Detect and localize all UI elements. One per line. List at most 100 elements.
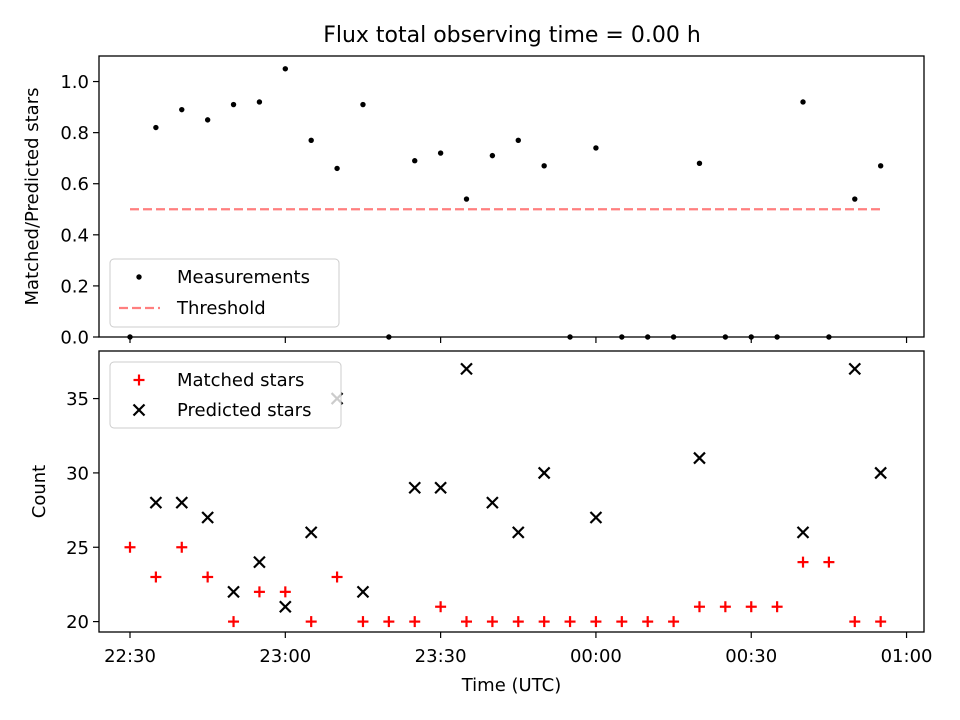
predicted-star-point — [304, 526, 318, 539]
measurement-point — [179, 106, 185, 113]
legend-plus-glyph — [133, 374, 145, 386]
matched-star-point — [150, 571, 162, 583]
predicted-star-point — [693, 451, 706, 465]
ratio-legend: Measurements Threshold — [109, 258, 340, 328]
legend-measurements-label: Measurements — [177, 267, 310, 288]
predicted-star-point — [175, 496, 189, 509]
predicted-star-point — [460, 362, 473, 376]
matched-star-point — [383, 616, 395, 628]
legend-x-glyph — [132, 403, 146, 417]
ratio-panel: 0.0 0.2 0.4 0.6 0.8 1.0 Matched/Predicted sta… — [22, 55, 925, 349]
ratio-axes-frame — [98, 55, 925, 338]
y-tick-label: 0.8 — [60, 123, 89, 144]
measurement-point — [541, 163, 547, 169]
x-tick-label: 00:00 — [570, 646, 622, 667]
measurement-point — [334, 165, 340, 172]
legend-matched-label: Matched stars — [177, 370, 304, 391]
matched-star-point — [357, 616, 369, 628]
legend-threshold-label: Threshold — [176, 298, 266, 319]
measurement-point — [877, 163, 884, 169]
measurement-point — [360, 101, 366, 108]
matched-star-point — [616, 616, 628, 628]
predicted-star-point — [253, 555, 266, 569]
matched-star-point — [823, 556, 835, 568]
legend-matched-marker — [133, 374, 145, 386]
legend-predicted-marker — [132, 403, 146, 417]
matched-star-point — [228, 616, 240, 628]
measurement-point — [204, 117, 211, 123]
matched-star-point — [176, 541, 188, 553]
matched-star-point — [279, 586, 291, 598]
y-tick-label: 1.0 — [60, 72, 89, 93]
matched-star-point — [590, 616, 602, 628]
y-tick-label: 0.2 — [60, 276, 89, 297]
matched-star-point — [124, 541, 136, 553]
matched-star-point — [305, 616, 317, 628]
matched-star-point — [538, 616, 550, 628]
predicted-star-point — [848, 362, 862, 376]
predicted-star-point — [537, 466, 551, 480]
matched-star-point — [875, 616, 887, 628]
measurement-point — [696, 160, 703, 166]
predicted-star-point — [874, 466, 887, 480]
predicted-star-point — [149, 496, 163, 509]
matched-star-point — [253, 586, 265, 598]
predicted-star-point — [511, 526, 525, 539]
predicted-star-point — [227, 585, 240, 599]
count-y-axis-label: Count — [29, 465, 50, 518]
measurement-point — [153, 124, 159, 131]
x-tick-label: 23:00 — [259, 646, 311, 667]
measurement-point — [489, 152, 496, 159]
measurement-point — [852, 196, 858, 202]
y-tick-label: 30 — [66, 463, 89, 484]
matched-star-point — [771, 601, 783, 613]
y-tick-label: 20 — [66, 612, 89, 633]
predicted-star-point — [486, 496, 499, 509]
measurement-point — [515, 137, 521, 143]
measurement-point — [282, 66, 289, 72]
y-tick-label: 35 — [66, 389, 89, 410]
matched-star-point — [512, 616, 524, 628]
predicted-star-point — [279, 600, 292, 614]
figure-title: Flux total observing time = 0.00 h — [323, 23, 701, 48]
matched-star-point — [745, 601, 757, 613]
x-tick-label: 00:30 — [725, 646, 777, 667]
matched-star-point — [435, 601, 447, 613]
x-axis-label: Time (UTC) — [461, 675, 562, 696]
matched-star-point — [202, 571, 214, 583]
matched-star-point — [849, 616, 861, 628]
measurement-point — [256, 99, 263, 105]
matched-star-point — [693, 601, 705, 613]
ratio-legend-box — [109, 258, 340, 328]
measurement-point — [412, 158, 418, 164]
x-tick-label: 22:30 — [104, 646, 156, 667]
count-y-ticks: 20 25 30 35 — [66, 389, 99, 633]
y-tick-label: 0.0 — [60, 328, 89, 349]
legend-predicted-label: Predicted stars — [177, 400, 311, 421]
measurement-point — [463, 196, 470, 202]
predicted-star-point — [589, 511, 603, 524]
count-legend-box — [109, 361, 342, 429]
matched-star-point — [668, 616, 680, 628]
predicted-star-point — [408, 481, 422, 495]
matched-star-point — [409, 616, 421, 628]
measurement-point — [593, 145, 599, 151]
x-tick-label: 23:30 — [415, 646, 467, 667]
ratio-y-axis-label: Matched/Predicted stars — [22, 88, 43, 306]
matched-star-point — [564, 616, 576, 628]
legend-measurements-marker — [136, 274, 142, 280]
ratio-marks — [127, 66, 884, 340]
matched-star-point — [486, 616, 498, 628]
matched-star-point — [331, 571, 343, 583]
ratio-x-ticks — [129, 337, 908, 343]
predicted-star-point — [356, 585, 370, 599]
x-tick-label: 01:00 — [881, 646, 933, 667]
count-legend: Matched stars Predicted stars — [109, 361, 342, 429]
y-tick-label: 0.6 — [60, 174, 89, 195]
matched-star-point — [719, 601, 731, 613]
predicted-star-point — [796, 526, 810, 539]
measurement-point — [230, 101, 237, 108]
measurement-point — [800, 99, 806, 105]
